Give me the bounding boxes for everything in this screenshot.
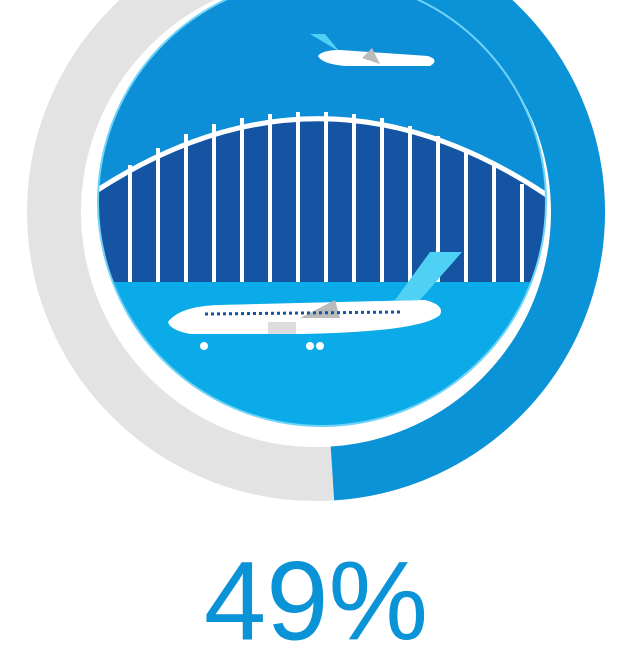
ground-plane: [168, 252, 462, 350]
airport-illustration: [98, 0, 546, 426]
progress-arc: [330, 0, 605, 501]
progress-ring: [27, 0, 605, 501]
sky-plane: [310, 34, 435, 66]
percentage-label: 49%: [204, 539, 428, 661]
